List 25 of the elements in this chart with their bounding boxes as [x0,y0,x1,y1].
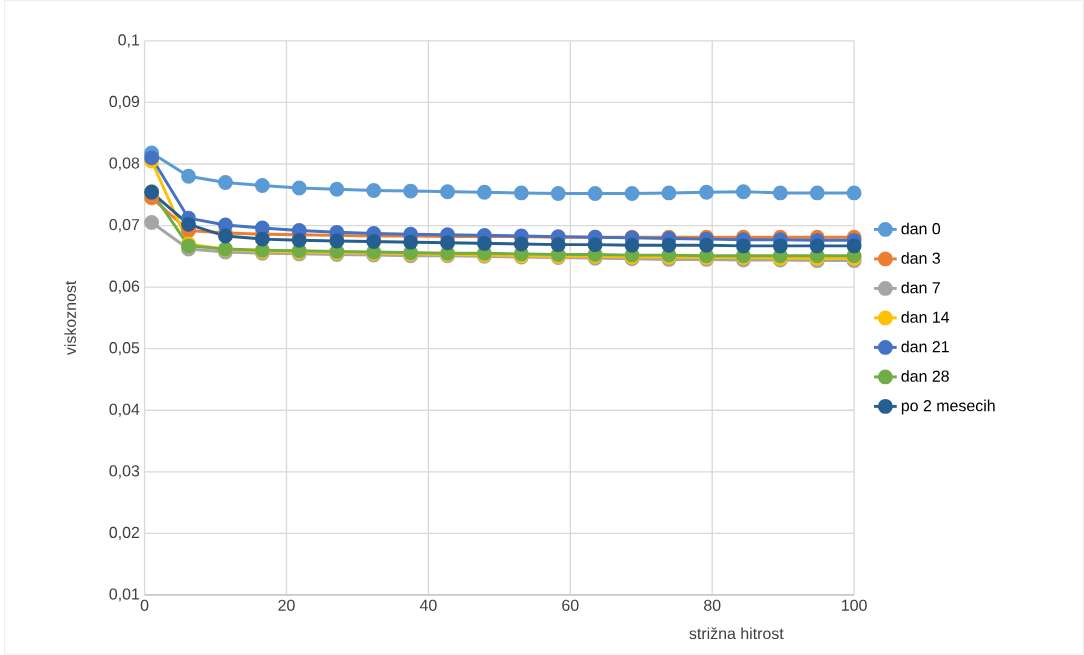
y-tick-label: 0,01 [109,588,140,602]
legend-label: po 2 mesecih [901,399,995,415]
legend-label: dan 21 [901,340,949,353]
y-tick-label: 0,1 [118,34,140,48]
y-tick-label: 0,08 [109,157,140,171]
x-tick-label: 60 [562,599,579,612]
legend-label: dan 28 [901,370,949,382]
x-tick-label: 0 [140,599,149,612]
legend-label: dan 0 [901,222,941,235]
x-tick-label: 100 [842,599,867,612]
y-tick-label: 0,02 [109,526,140,541]
x-tick-label: 20 [278,599,295,612]
y-tick-label: 0,03 [109,465,140,479]
legend-label: dan 14 [901,311,950,323]
y-tick-label: 0,09 [109,95,140,110]
x-tick-label: 80 [704,599,721,612]
legend-label: dan 7 [901,281,940,294]
y-axis-title: viskoznost [64,280,76,356]
x-tick-label: 40 [419,599,437,612]
legend-label: dan 3 [901,252,941,264]
y-tick-label: 0,05 [109,342,140,356]
y-tick-label: 0,07 [109,219,140,233]
y-tick-label: 0,06 [109,280,140,294]
y-tick-label: 0,04 [109,403,140,417]
x-axis-title: strižna hitrost [689,627,784,640]
